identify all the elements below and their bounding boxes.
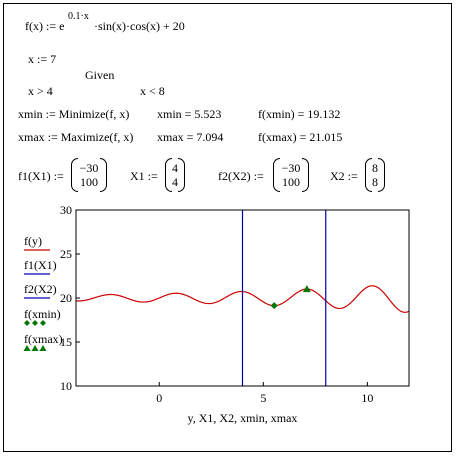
given-keyword[interactable]: Given	[85, 68, 115, 82]
legend-fmax-label: f(xmax)	[24, 332, 63, 346]
f1-vector-bottom: 100	[80, 175, 98, 189]
plot-frame	[75, 209, 410, 387]
y-tick-label: 10	[60, 379, 72, 393]
maximize-definition[interactable]: xmax := Maximize(f, x)	[18, 130, 134, 144]
legend-fmax-marker	[23, 345, 31, 351]
f1-vector[interactable]: −30 100	[71, 158, 107, 192]
x2-vector-bottom: 8	[372, 175, 378, 189]
x2-definition-label[interactable]: X2 :=	[330, 169, 358, 183]
fxmax-result: f(xmax) = 21.015	[258, 130, 343, 144]
fxmin-result: f(xmin) = 19.132	[258, 107, 341, 121]
initial-guess[interactable]: x := 7	[28, 52, 57, 66]
xmax-marker	[302, 285, 311, 293]
legend-fmin-marker	[24, 320, 30, 326]
constraint-lower[interactable]: x > 4	[28, 84, 53, 98]
x-tick-label: 0	[156, 391, 162, 405]
xmax-result: xmax = 7.094	[157, 130, 224, 144]
plot-legend: f(y) f1(X1) f2(X2) f(xmin) f(xmax)	[23, 234, 63, 351]
constraint-upper[interactable]: x < 8	[140, 84, 165, 98]
x2-vector[interactable]: 8 8	[365, 158, 385, 192]
legend-fmin-marker	[40, 320, 46, 326]
x-tick-label: 10	[361, 391, 373, 405]
f1-definition-label[interactable]: f1(X1) :=	[18, 169, 64, 183]
x2-vector-top: 8	[372, 161, 378, 175]
xmin-marker	[270, 302, 278, 310]
x1-vector[interactable]: 4 4	[165, 158, 185, 192]
f2-vector-bottom: 100	[282, 175, 300, 189]
legend-fmax-marker	[39, 345, 47, 351]
y-tick-label: 25	[60, 247, 72, 261]
legend-fmin-marker	[32, 320, 38, 326]
xmin-result: xmin = 5.523	[157, 107, 222, 121]
f1-vector-top: −30	[79, 161, 99, 175]
legend-fmin-label: f(xmin)	[24, 307, 61, 321]
y-tick-label: 20	[60, 291, 72, 305]
f2-vector-top: −30	[281, 161, 301, 175]
minimize-definition[interactable]: xmin := Minimize(f, x)	[18, 107, 130, 121]
x1-vector-top: 4	[172, 161, 178, 175]
x-axis-label: y, X1, X2, xmin, xmax	[188, 411, 298, 425]
f2-definition-label[interactable]: f2(X2) :=	[218, 169, 264, 183]
function-definition-rest: ·sin(x)·cos(x) + 20	[94, 19, 185, 33]
y-tick-label: 30	[60, 203, 72, 217]
x1-vector-bottom: 4	[172, 175, 178, 189]
legend-f-label: f(y)	[24, 234, 42, 248]
worksheet-frame	[3, 3, 452, 452]
y-tick-label: 15	[60, 335, 72, 349]
function-exponent: 0.1·x	[68, 11, 89, 22]
legend-f1-label: f1(X1)	[24, 258, 57, 272]
f2-vector[interactable]: −30 100	[273, 158, 309, 192]
function-definition[interactable]: f(x) := e	[25, 19, 65, 33]
legend-f2-label: f2(X2)	[24, 282, 57, 296]
x-tick-label: 5	[260, 391, 266, 405]
legend-fmax-marker	[31, 345, 39, 351]
x1-definition-label[interactable]: X1 :=	[130, 169, 158, 183]
